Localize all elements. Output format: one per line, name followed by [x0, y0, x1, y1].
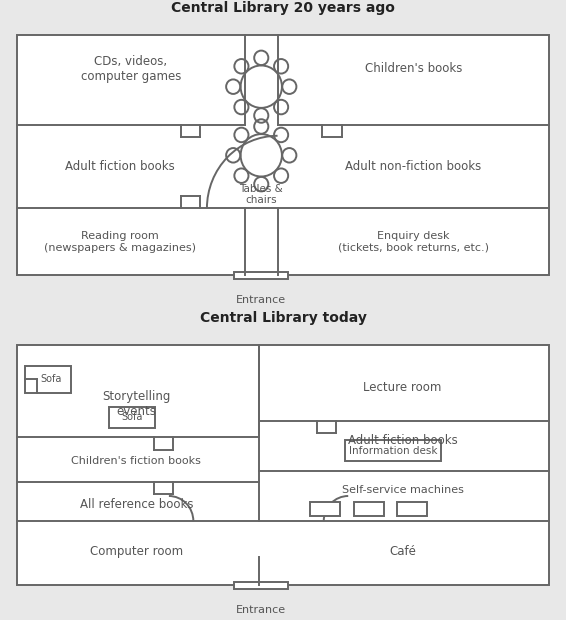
Text: Tables &
chairs: Tables & chairs	[239, 184, 283, 205]
Text: Storytelling
events: Storytelling events	[102, 390, 170, 418]
Text: Enquiry desk
(tickets, book returns, etc.): Enquiry desk (tickets, book returns, etc…	[338, 231, 489, 252]
Text: All reference books: All reference books	[80, 498, 193, 511]
Text: Self-service machines: Self-service machines	[342, 485, 464, 495]
Bar	[354, 502, 384, 516]
Text: Information desk: Information desk	[349, 446, 438, 456]
Text: Sofa: Sofa	[40, 374, 61, 384]
Text: Lecture room: Lecture room	[363, 381, 441, 394]
Bar	[310, 502, 340, 516]
Text: Entrance: Entrance	[236, 294, 286, 305]
Text: Reading room
(newspapers & magazines): Reading room (newspapers & magazines)	[44, 231, 196, 252]
Bar	[345, 440, 440, 461]
Text: Computer room: Computer room	[90, 546, 183, 558]
Text: Sofa: Sofa	[122, 412, 143, 422]
Text: Children's fiction books: Children's fiction books	[71, 456, 201, 466]
Bar	[17, 35, 549, 275]
Title: Central Library 20 years ago: Central Library 20 years ago	[171, 1, 395, 15]
Bar	[397, 502, 427, 516]
Bar	[17, 345, 549, 585]
Text: Adult fiction books: Adult fiction books	[65, 160, 175, 173]
Bar	[234, 272, 289, 278]
Bar	[234, 582, 289, 588]
Text: Children's books: Children's books	[365, 63, 462, 75]
Title: Central Library today: Central Library today	[200, 311, 366, 325]
Text: Café: Café	[389, 546, 416, 558]
Text: Adult non-fiction books: Adult non-fiction books	[345, 160, 482, 173]
Bar	[25, 366, 71, 393]
Text: Adult fiction books: Adult fiction books	[348, 434, 457, 446]
Text: CDs, videos,
computer games: CDs, videos, computer games	[81, 55, 181, 83]
Text: Entrance: Entrance	[236, 605, 286, 615]
Bar	[109, 407, 155, 428]
